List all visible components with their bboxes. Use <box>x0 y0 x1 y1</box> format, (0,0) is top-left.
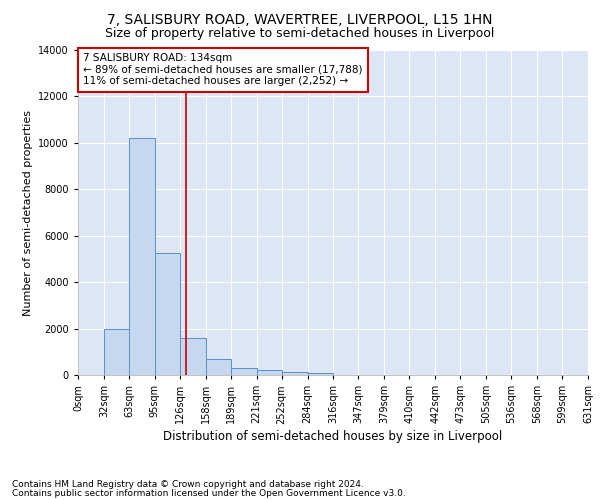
Bar <box>308 372 334 375</box>
Bar <box>281 372 308 375</box>
Text: Contains public sector information licensed under the Open Government Licence v3: Contains public sector information licen… <box>12 488 406 498</box>
Bar <box>180 338 206 375</box>
X-axis label: Distribution of semi-detached houses by size in Liverpool: Distribution of semi-detached houses by … <box>163 430 503 444</box>
Bar <box>257 370 281 375</box>
Bar <box>231 368 257 375</box>
Bar <box>206 359 231 375</box>
Bar <box>129 138 155 375</box>
Text: Size of property relative to semi-detached houses in Liverpool: Size of property relative to semi-detach… <box>106 28 494 40</box>
Y-axis label: Number of semi-detached properties: Number of semi-detached properties <box>23 110 32 316</box>
Bar <box>104 328 129 375</box>
Text: 7 SALISBURY ROAD: 134sqm
← 89% of semi-detached houses are smaller (17,788)
11% : 7 SALISBURY ROAD: 134sqm ← 89% of semi-d… <box>83 53 362 86</box>
Text: 7, SALISBURY ROAD, WAVERTREE, LIVERPOOL, L15 1HN: 7, SALISBURY ROAD, WAVERTREE, LIVERPOOL,… <box>107 12 493 26</box>
Text: Contains HM Land Registry data © Crown copyright and database right 2024.: Contains HM Land Registry data © Crown c… <box>12 480 364 489</box>
Bar <box>155 253 180 375</box>
